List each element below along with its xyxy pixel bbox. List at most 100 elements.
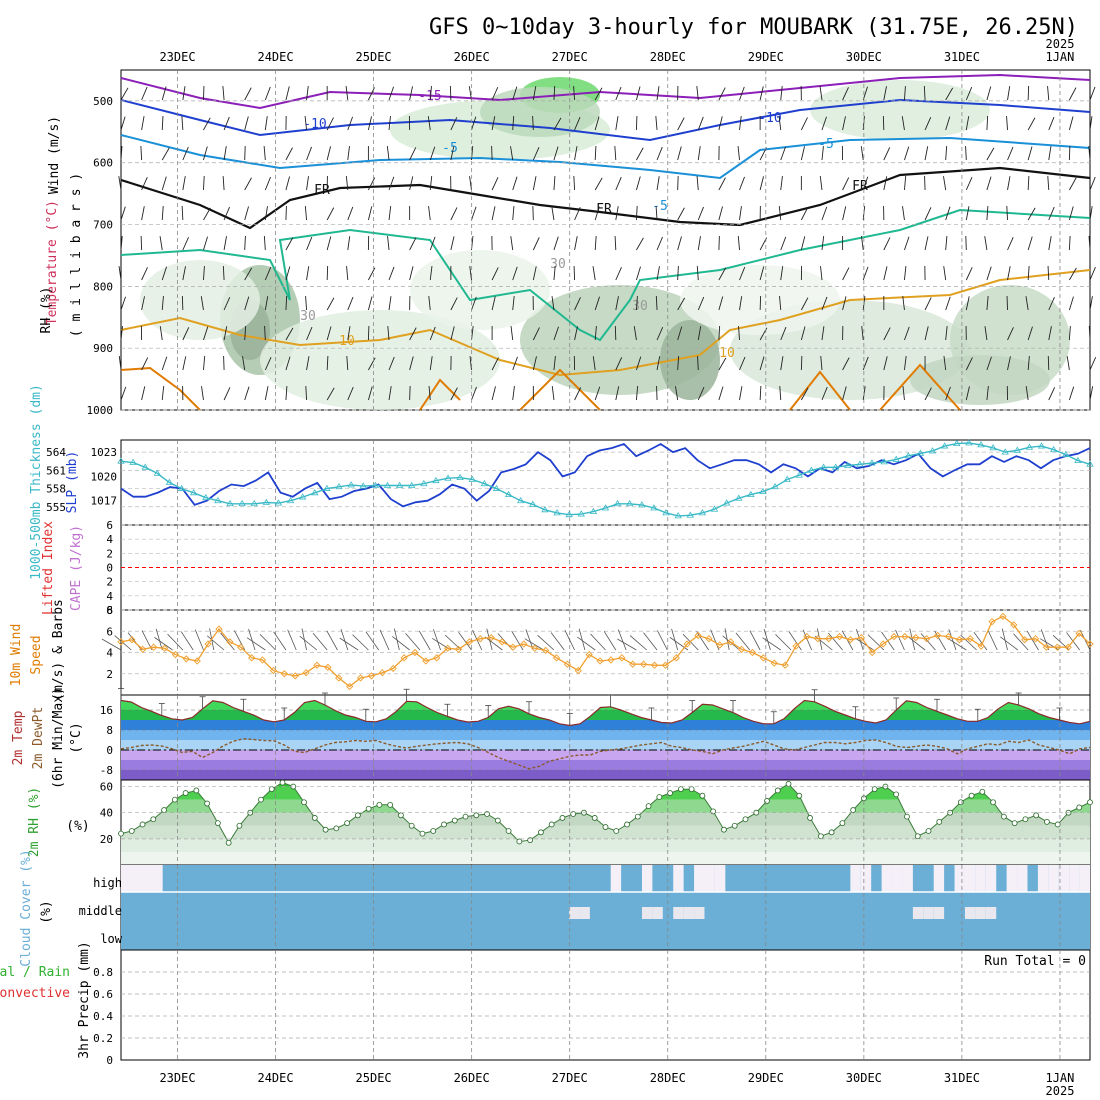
wind-barb — [120, 146, 123, 161]
rh2m-label: 2m RH (%) — [27, 787, 42, 857]
partial-middle-block — [933, 907, 945, 919]
wind10m-barb — [657, 630, 668, 651]
wind-barb — [697, 296, 705, 311]
wind-barb — [718, 357, 727, 371]
wind-barb — [409, 176, 414, 191]
wind10m-point — [1021, 636, 1029, 644]
wind10m-barb — [326, 630, 338, 651]
wind-barb — [1068, 87, 1077, 101]
thickness-point — [311, 489, 319, 496]
wind-barb — [780, 326, 787, 341]
wind-barb — [800, 117, 808, 131]
upper-air-panel: -15 -10 -10 -5 -5 -5 FR FR FR 10 10 30 30 30 500 600 70… — [39, 69, 1097, 417]
rh2m-point — [807, 815, 813, 821]
wind-barb — [409, 237, 417, 251]
wind-barb — [924, 146, 929, 161]
wind-barb — [326, 326, 332, 341]
wind-barb — [656, 176, 660, 191]
date-label-top: 23DEC — [159, 50, 195, 64]
wind-barb — [263, 236, 266, 251]
wind10m-point — [944, 632, 953, 641]
wind10m-barb — [671, 628, 679, 651]
thickness-point — [383, 481, 392, 488]
thickness-point — [480, 479, 489, 487]
cape-axis-label: CAPE (J/kg) — [69, 525, 84, 611]
wind10m-point — [1086, 640, 1094, 648]
wind-barb — [861, 326, 864, 341]
partial-high-block — [1079, 865, 1090, 892]
wind-barb — [553, 176, 556, 191]
wind-barb — [1089, 116, 1093, 131]
pressure-tick-label: 600 — [93, 157, 113, 170]
li-tick-label: 0 — [106, 562, 113, 575]
wind10m-point — [607, 656, 615, 664]
wind10m-barb — [735, 632, 751, 651]
rh2m-point — [850, 807, 857, 813]
wind-barb — [656, 356, 661, 371]
wind-barb — [573, 175, 576, 191]
rh-shade-area — [410, 250, 550, 330]
dewpt2m-label: 2m DewPt — [31, 707, 46, 770]
wind-barb — [387, 236, 390, 251]
wind-barb — [491, 177, 499, 191]
wind-barb — [1007, 86, 1011, 101]
wind-barb — [574, 297, 581, 311]
wind-barb — [594, 116, 600, 131]
wind-barb — [388, 356, 395, 371]
wind10m-point — [912, 633, 920, 642]
wind-barb — [264, 296, 269, 311]
wind-barb — [862, 176, 869, 191]
wind-barb — [820, 356, 823, 371]
contour-line — [120, 98, 1091, 142]
partial-middle-block — [964, 907, 976, 919]
rh2m-point — [914, 833, 921, 840]
wind-barb — [427, 116, 431, 131]
wind10m-point — [716, 641, 724, 649]
rh-shade-area — [680, 265, 840, 335]
contour-label: 10 — [719, 346, 735, 361]
wind-barb — [965, 116, 970, 131]
thickness-point — [626, 499, 634, 507]
wind-barb — [388, 206, 392, 221]
wind-barb — [902, 386, 905, 401]
thickness-point — [650, 504, 658, 511]
wind-barb — [345, 86, 349, 101]
wind-barb — [986, 176, 992, 191]
wind-barb — [614, 235, 617, 251]
wind10m-speed-line — [120, 615, 1091, 688]
temp2m-tick-label: 16 — [100, 704, 113, 717]
wind-barb — [1025, 386, 1029, 401]
wind-barb — [428, 296, 431, 311]
wind10m-point — [182, 655, 190, 663]
partial-high-block — [881, 865, 893, 892]
wind10m-barb — [590, 633, 606, 651]
wind10m-point — [128, 636, 136, 644]
temp2m-tick-label: 0 — [106, 744, 113, 757]
wind-barb — [862, 116, 865, 131]
rh2m-point — [624, 821, 630, 828]
wind-barb — [510, 236, 514, 251]
contour-line — [419, 378, 461, 411]
wind10m-point — [781, 661, 789, 669]
thickness-point — [880, 458, 888, 465]
wind-barb — [471, 206, 477, 221]
wind-barb — [346, 266, 349, 281]
thickness-point — [662, 509, 670, 516]
thickness-point — [1025, 443, 1034, 450]
thickness-point — [577, 510, 585, 517]
cloud-row-high: high — [93, 876, 122, 890]
wind-barb — [842, 267, 850, 281]
wind10m-point — [193, 657, 201, 665]
wind10m-point — [150, 643, 158, 651]
wind-barb — [903, 176, 907, 191]
thickness-point — [359, 482, 367, 489]
pressure-tick-label: 700 — [93, 219, 113, 232]
temp-band — [121, 750, 1090, 760]
wind-barb — [780, 236, 787, 251]
wind-barb — [264, 206, 268, 221]
wind10m-point — [988, 618, 996, 626]
wind-barb — [161, 386, 165, 401]
wind10m-barb — [617, 629, 627, 651]
wind10m-point — [803, 632, 811, 641]
wind-barb — [594, 326, 597, 341]
